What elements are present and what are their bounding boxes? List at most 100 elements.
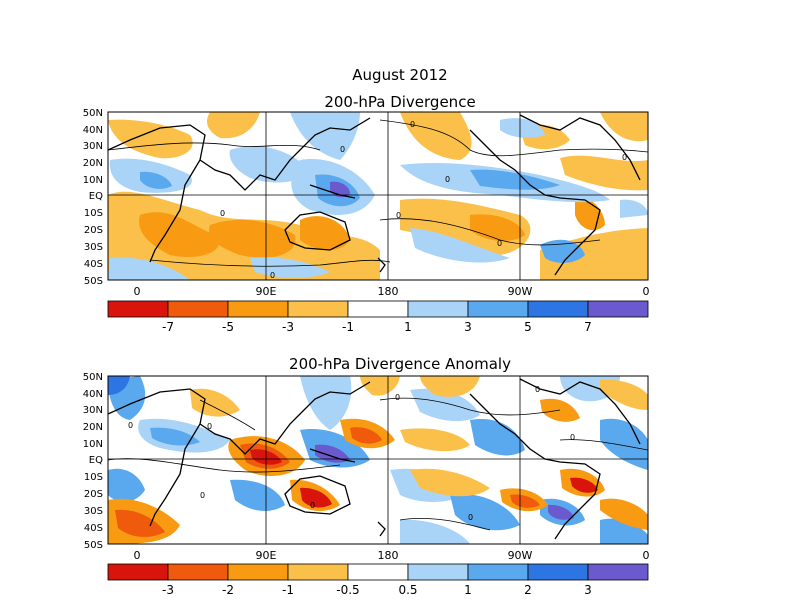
colorbar-swatch [527,563,589,581]
lat-tick-label: 40N [83,125,103,136]
lat-tick-label: 40S [84,259,103,270]
panel-2-colorbar-labels: -3 -2 -1 -0.5 0.5 1 2 3 [162,583,592,597]
lon-tick-label: 0 [134,549,141,562]
lat-tick-label: 10N [83,439,103,450]
lat-tick-label: 20S [84,489,103,500]
colorbar-swatch [467,563,529,581]
contour-label: 0 [340,145,345,154]
colorbar-label: -7 [162,320,174,334]
colorbar-swatch [167,563,229,581]
panel-1-shading [108,112,648,280]
contour-label: 0 [310,501,315,510]
lon-tick-label: 90E [256,549,277,562]
panel-1-colorbar-labels: -7 -5 -3 -1 1 3 5 7 [162,320,592,334]
panel-1-colorbar [107,300,649,318]
contour-label: 0 [622,153,627,162]
panel-2-frame [107,375,649,545]
colorbar-label: -3 [162,583,174,597]
lon-tick-label: 180 [378,549,399,562]
colorbar-swatch [587,300,649,318]
lat-tick-label: 50S [84,540,103,551]
lat-tick-label: 30N [83,405,103,416]
lon-tick-label: 90W [508,549,533,562]
lat-tick-label: EQ [89,455,103,466]
colorbar-swatch [227,563,289,581]
colorbar-swatch [107,563,169,581]
colorbar-label: 3 [464,320,472,334]
lon-tick-label: 0 [643,285,650,298]
panel-1-title: 200-hPa Divergence [324,93,476,111]
lat-tick-label: 50S [84,276,103,287]
colorbar-swatch [287,563,349,581]
colorbar-swatch [347,300,409,318]
colorbar-label: 3 [584,583,592,597]
panel-2-lon-axis: 0 90E 180 90W 0 [134,549,650,562]
colorbar-swatch [287,300,349,318]
contour-label: 0 [200,491,205,500]
panel-2-coastlines [108,378,641,540]
panel-1-coastlines [108,114,641,276]
panel-2-contour-labels: 0 0 0 0 0 0 0 0 [128,385,575,522]
panel-1-contour-labels: 0 0 0 0 0 0 0 0 [220,120,627,280]
panel-1-contours [108,119,648,267]
colorbar-swatch [107,300,169,318]
contour-label: 0 [445,175,450,184]
contour-label: 0 [128,421,133,430]
lat-tick-label: 10S [84,472,103,483]
contour-label: 0 [207,422,212,431]
lat-tick-label: 20N [83,422,103,433]
lat-tick-label: 40S [84,523,103,534]
colorbar-label: 0.5 [398,583,417,597]
colorbar-swatch [527,300,589,318]
panel-2-lat-axis: 50N 40N 30N 20N 10N EQ 10S 20S 30S 40S 5… [83,372,103,551]
colorbar-swatch [587,563,649,581]
lat-tick-label: 30N [83,141,103,152]
lat-tick-label: EQ [89,191,103,202]
panel-2-gridlines [108,376,648,544]
lon-tick-label: 0 [643,549,650,562]
lon-tick-label: 0 [134,285,141,298]
lat-tick-label: 10S [84,208,103,219]
colorbar-label: -1 [342,320,354,334]
contour-label: 0 [497,239,502,248]
colorbar-label: 2 [524,583,532,597]
lon-tick-label: 90E [256,285,277,298]
panel-2-shading [108,376,648,544]
lat-tick-label: 10N [83,175,103,186]
lat-tick-label: 50N [83,108,103,119]
contour-label: 0 [270,271,275,280]
colorbar-label: -2 [222,583,234,597]
colorbar-label: -3 [282,320,294,334]
lat-tick-label: 40N [83,389,103,400]
lat-tick-label: 30S [84,242,103,253]
contour-label: 0 [570,433,575,442]
colorbar-swatch [407,563,469,581]
contour-label: 0 [220,209,225,218]
contour-label: 0 [396,211,401,220]
colorbar-label: 7 [584,320,592,334]
panel-2-colorbar [107,563,649,581]
colorbar-label: 1 [404,320,412,334]
lat-tick-label: 20S [84,225,103,236]
colorbar-swatch [467,300,529,318]
panel-1-lon-axis: 0 90E 180 90W 0 [134,285,650,298]
panel-1-lat-axis: 50N 40N 30N 20N 10N EQ 10S 20S 30S 40S 5… [83,108,103,287]
colorbar-label: 5 [524,320,532,334]
colorbar-swatch [167,300,229,318]
panel-2-title: 200-hPa Divergence Anomaly [289,355,511,373]
colorbar-swatch [227,300,289,318]
colorbar-swatch [347,563,409,581]
colorbar-label: -0.5 [336,583,359,597]
lat-tick-label: 30S [84,506,103,517]
contour-label: 0 [468,513,473,522]
colorbar-label: -5 [222,320,234,334]
lat-tick-label: 20N [83,158,103,169]
panel-1-frame [107,111,649,281]
colorbar-label: 1 [464,583,472,597]
contour-label: 0 [395,393,400,402]
figure-month-title: August 2012 [352,66,448,84]
lon-tick-label: 90W [508,285,533,298]
lat-tick-label: 50N [83,372,103,383]
contour-label: 0 [410,120,415,129]
